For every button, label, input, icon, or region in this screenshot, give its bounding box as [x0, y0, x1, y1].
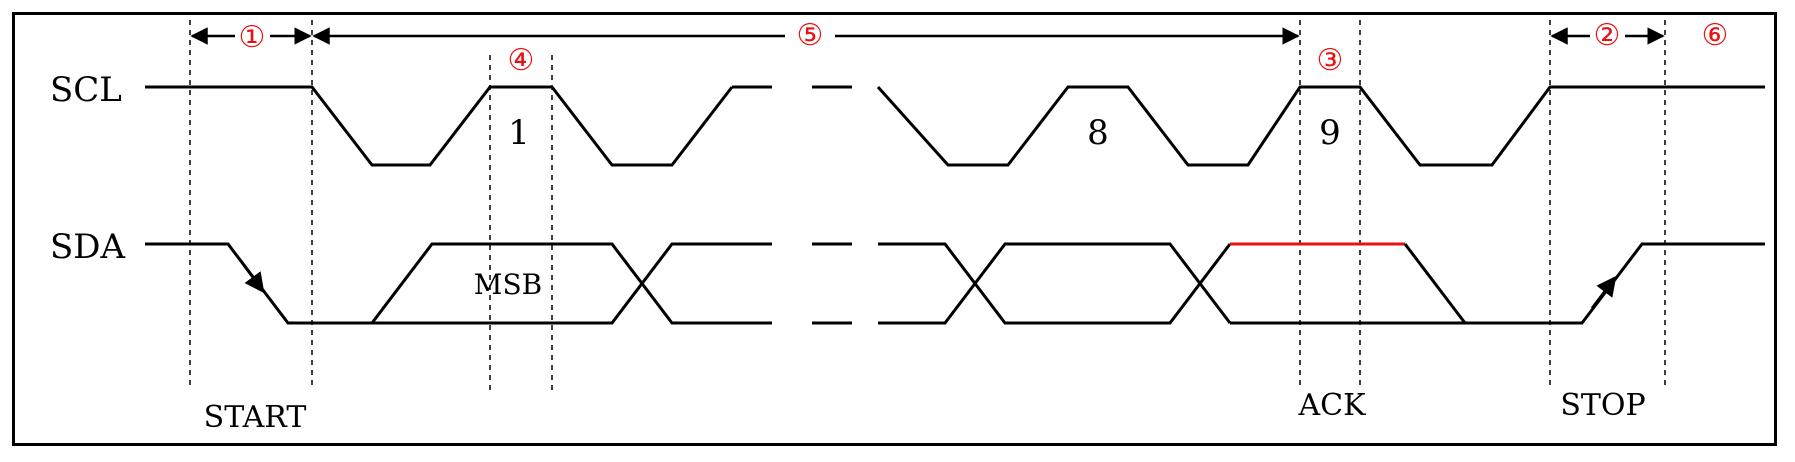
start-slope-arrow [238, 259, 265, 294]
msb-label: MSB [474, 268, 542, 301]
scl-trace-left [145, 85, 734, 167]
scl-trace-right [876, 85, 1765, 167]
sda-ack-lower [1230, 242, 1765, 325]
diagram-frame [12, 12, 1777, 446]
start-label: START [204, 400, 307, 435]
sda-bit8-a [878, 242, 1232, 325]
sda-waveform: MSB [145, 242, 1765, 325]
stop-slope-arrow [1591, 275, 1617, 309]
sda-msb-upper [370, 242, 732, 325]
annotation-5: ⑤ [797, 18, 824, 53]
guide-lines [189, 20, 1666, 390]
sda-bit8-b [878, 242, 1232, 325]
scl-label: SCL [50, 70, 122, 110]
annotation-6: ⑥ [1702, 18, 1729, 53]
annotations: ① ⑤ ④ ③ ② ⑥ [239, 18, 1729, 78]
annotation-2: ② [1594, 18, 1621, 53]
annotation-1: ① [239, 20, 266, 55]
scl-waveform: 1 8 9 [145, 85, 1765, 167]
bit-1-number: 1 [508, 113, 530, 153]
sda-msb-lower [372, 242, 732, 325]
sda-label: SDA [50, 227, 126, 267]
annotation-3: ③ [1317, 43, 1344, 78]
stop-label: STOP [1560, 388, 1645, 423]
bit-8-number: 8 [1087, 113, 1109, 153]
ack-label: ACK [1297, 388, 1366, 423]
annotation-4: ④ [508, 43, 535, 78]
bit-9-number: 9 [1319, 113, 1341, 153]
sda-ack-release [1403, 243, 1467, 324]
